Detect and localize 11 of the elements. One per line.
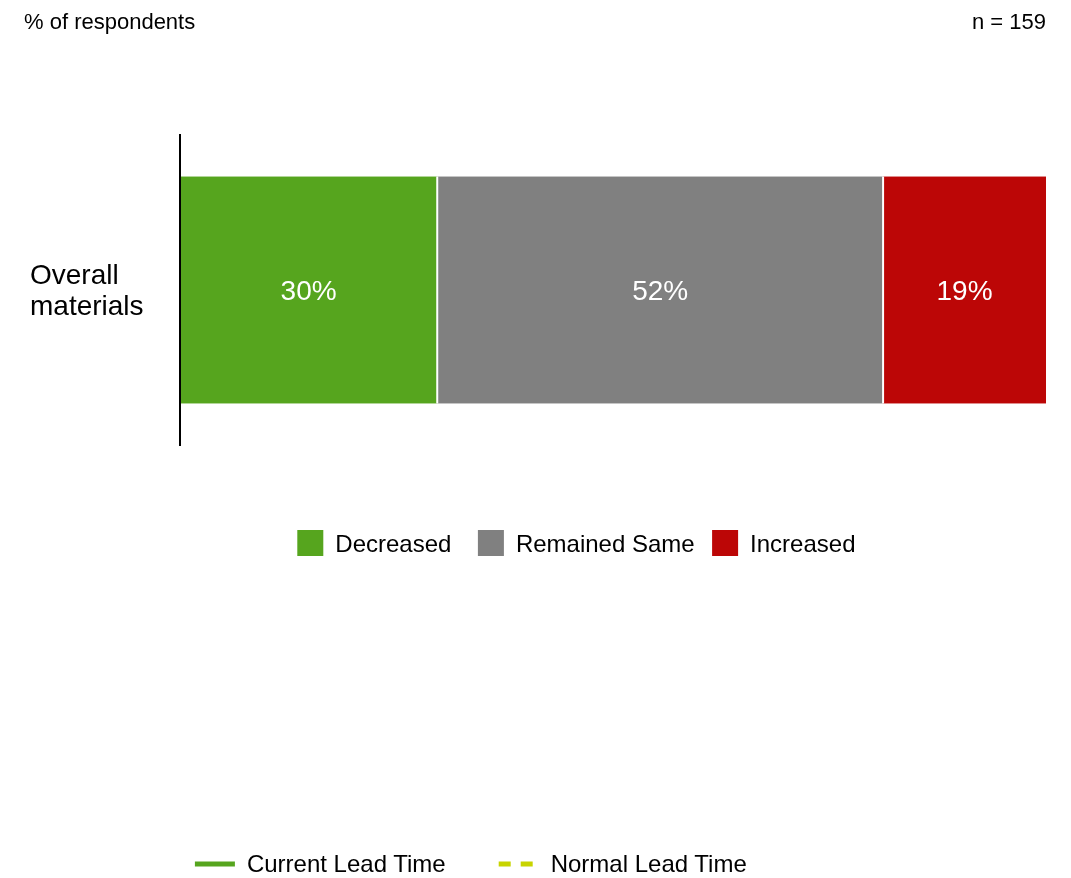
text: % of respondents <box>24 9 196 34</box>
legend-label: Remained Same <box>515 530 695 557</box>
legend-label: Normal Lead Time <box>550 850 747 877</box>
legend-label: Increased <box>750 530 856 557</box>
legend-label: Decreased <box>335 530 452 557</box>
legend-label: Current Lead Time <box>246 850 446 877</box>
y-tick-label: Overall materials <box>30 259 144 322</box>
text: n = 159 <box>971 9 1046 34</box>
data-label: 19% <box>936 274 993 306</box>
data-label: 30% <box>280 274 337 306</box>
data-label: 52% <box>632 274 689 306</box>
